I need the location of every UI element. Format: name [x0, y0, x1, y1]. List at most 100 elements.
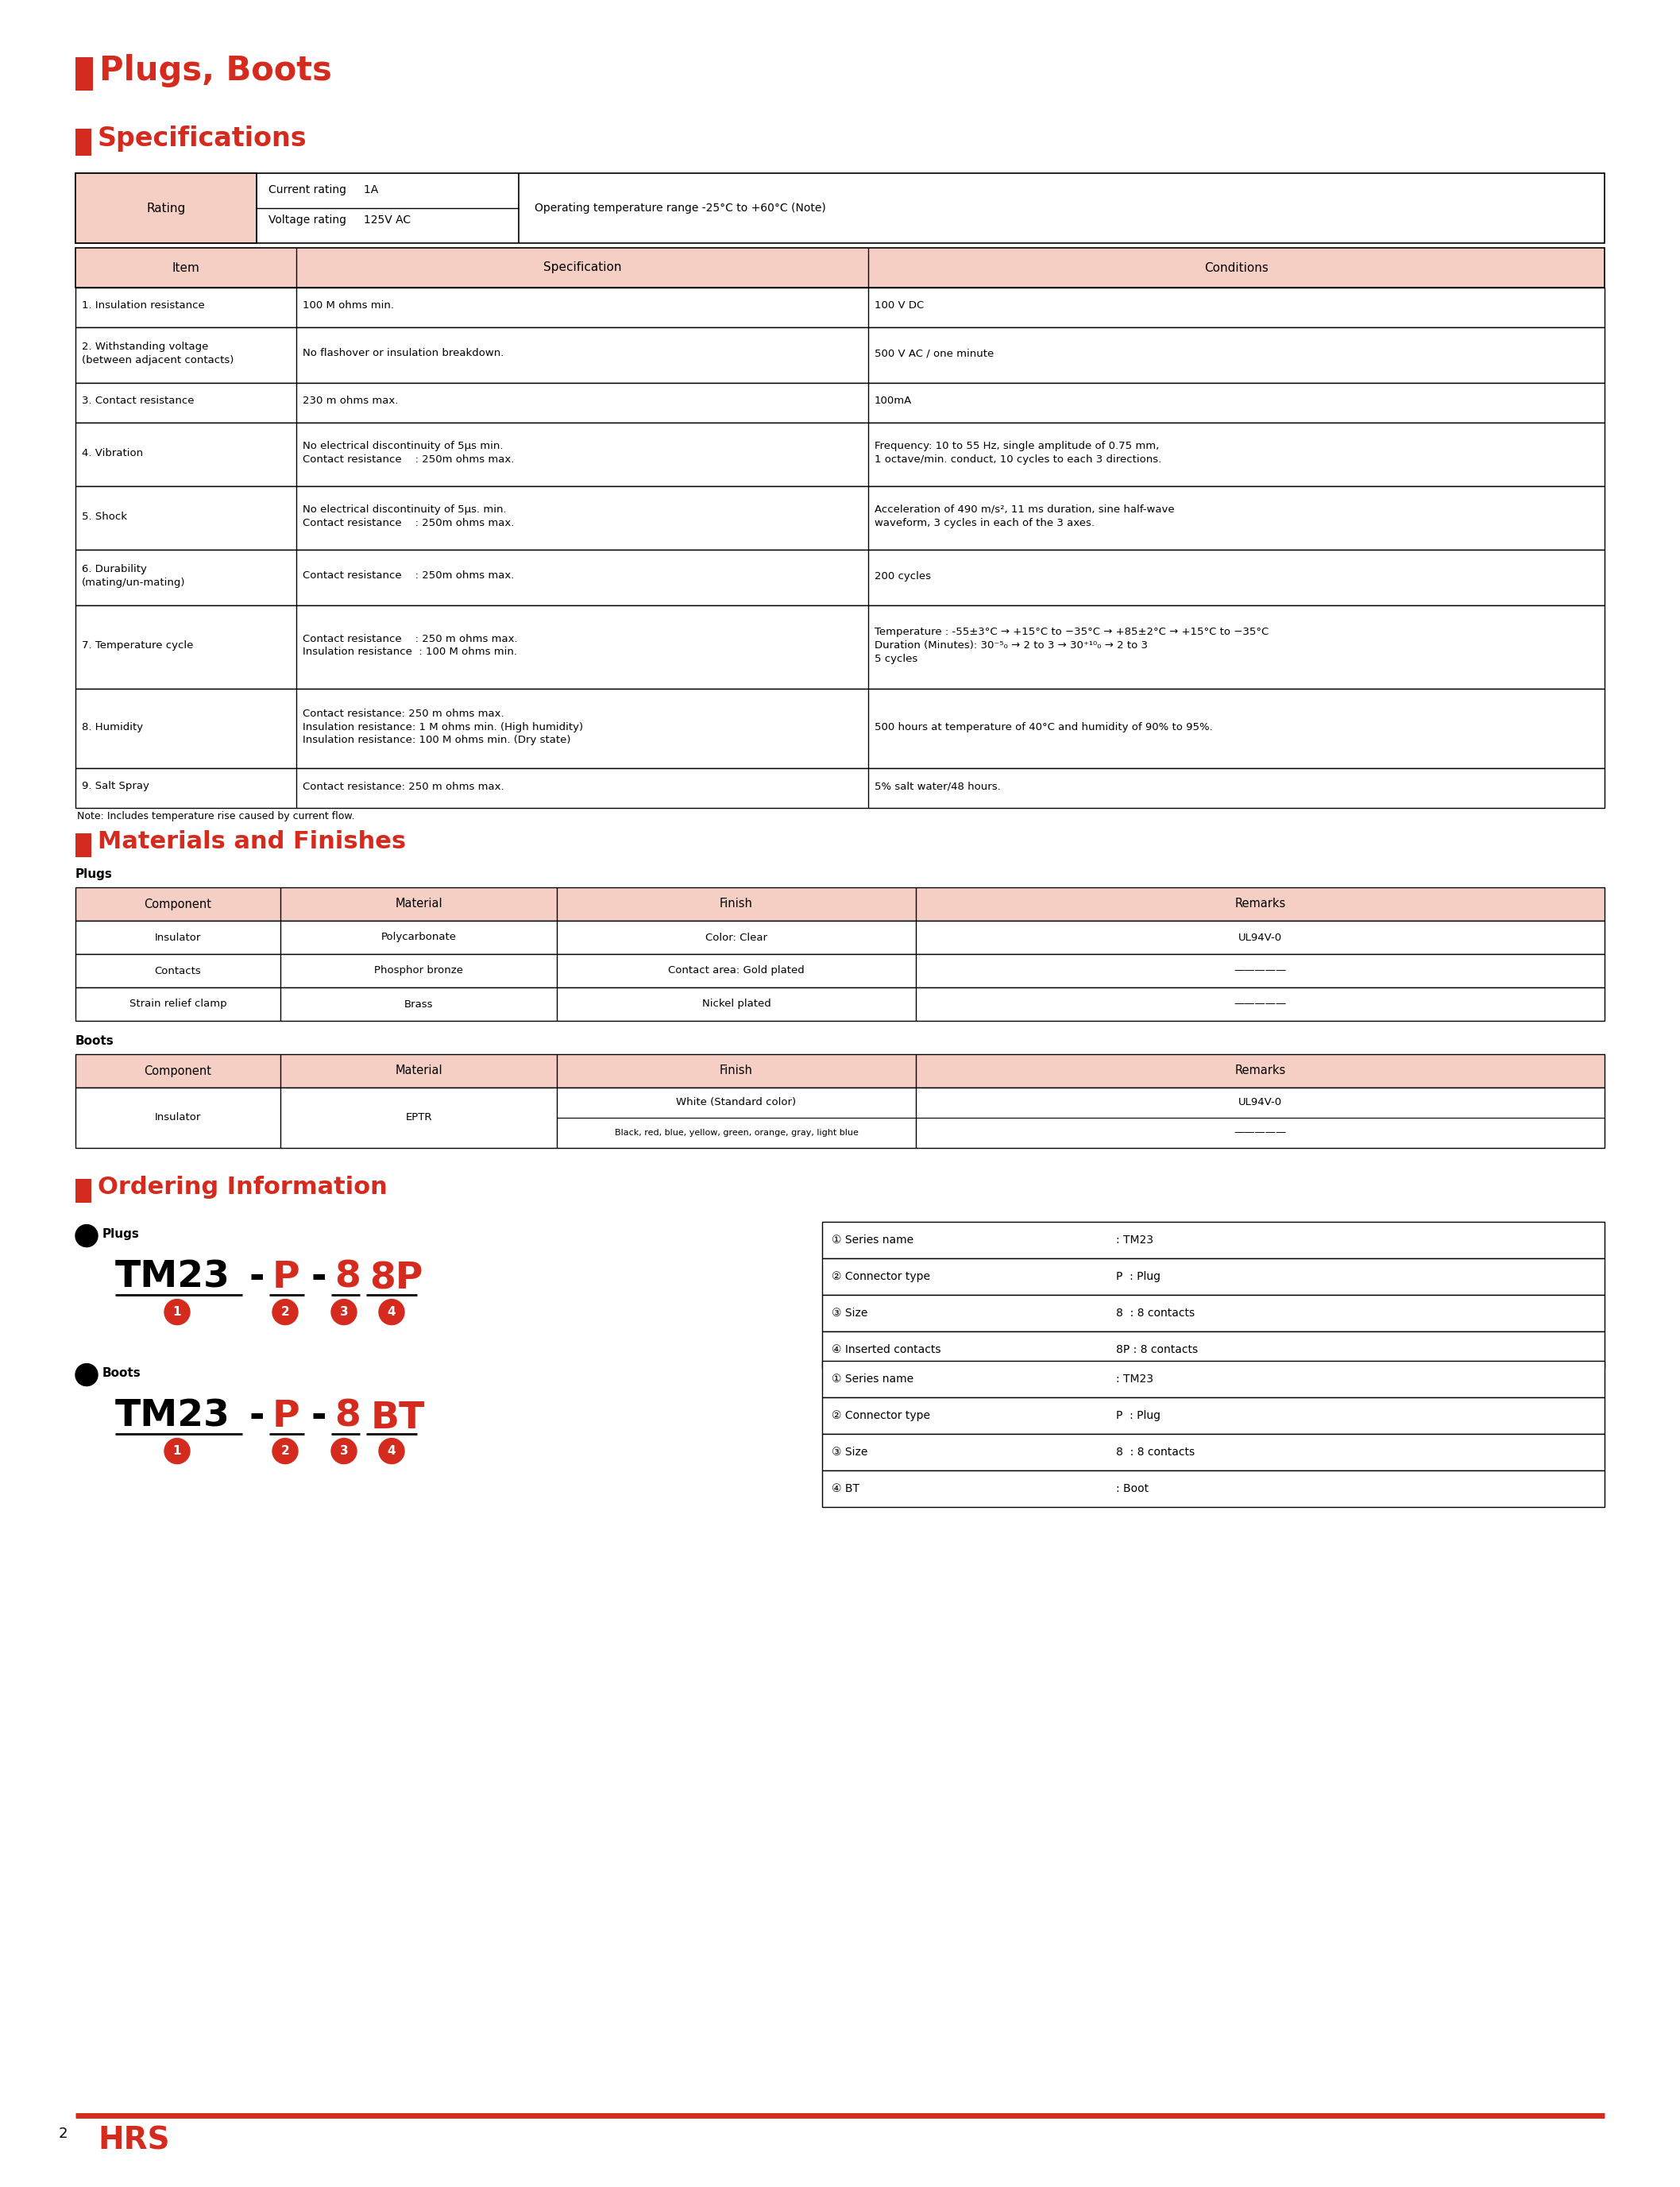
Text: Insulation resistance: 100 M ohms min. (Dry state): Insulation resistance: 100 M ohms min. (…: [302, 735, 571, 746]
Bar: [76, 833, 91, 857]
Text: Component: Component: [144, 899, 212, 910]
Text: Black, red, blue, yellow, green, orange, gray, light blue: Black, red, blue, yellow, green, orange,…: [615, 1128, 858, 1137]
Text: P: P: [272, 1400, 301, 1435]
Text: TM23: TM23: [116, 1400, 230, 1435]
Text: 2: 2: [59, 2126, 67, 2141]
Bar: [76, 921, 1604, 954]
Text: 2: 2: [281, 1446, 289, 1457]
Text: 3. Contact resistance: 3. Contact resistance: [82, 396, 195, 407]
Text: Material: Material: [395, 1065, 442, 1076]
Text: 8P : 8 contacts: 8P : 8 contacts: [1116, 1343, 1198, 1356]
Text: Conditions: Conditions: [1205, 262, 1268, 273]
Bar: [76, 1087, 1604, 1148]
Text: Acceleration of 490 m/s², 11 ms duration, sine half-wave: Acceleration of 490 m/s², 11 ms duration…: [875, 505, 1174, 514]
Text: Remarks: Remarks: [1235, 1065, 1285, 1076]
Text: No electrical discontinuity of 5μs min.: No electrical discontinuity of 5μs min.: [302, 442, 504, 451]
Text: —————: —————: [1233, 967, 1287, 975]
Text: Boots: Boots: [76, 1034, 114, 1048]
Text: Color: Clear: Color: Clear: [706, 932, 768, 943]
Text: 7. Temperature cycle: 7. Temperature cycle: [82, 641, 193, 650]
Bar: [76, 383, 1604, 422]
Text: UL94V-0: UL94V-0: [1238, 932, 1282, 943]
Text: 5. Shock: 5. Shock: [82, 512, 128, 521]
Text: 1. Insulation resistance: 1. Insulation resistance: [82, 300, 205, 311]
Text: 5 cycles: 5 cycles: [875, 654, 917, 665]
Bar: [76, 1179, 91, 1203]
Text: : TM23: : TM23: [1116, 1373, 1154, 1384]
Bar: [76, 989, 1604, 1021]
Text: 3: 3: [339, 1306, 348, 1319]
Text: Contact resistance    : 250m ohms max.: Contact resistance : 250m ohms max.: [302, 571, 514, 582]
Text: ② Connector type: ② Connector type: [832, 1411, 931, 1422]
Text: Contact resistance    : 250m ohms max.: Contact resistance : 250m ohms max.: [302, 455, 514, 464]
Text: 500 V AC / one minute: 500 V AC / one minute: [875, 348, 995, 359]
Text: UL94V-0: UL94V-0: [1238, 1098, 1282, 1109]
Text: TM23: TM23: [116, 1260, 230, 1295]
Text: Contact resistance: 250 m ohms max.: Contact resistance: 250 m ohms max.: [302, 709, 504, 720]
Bar: [822, 1360, 1604, 1397]
Circle shape: [380, 1299, 405, 1325]
Bar: [76, 173, 257, 243]
Bar: [76, 247, 1604, 286]
Bar: [76, 286, 1604, 328]
Circle shape: [76, 1225, 97, 1247]
Bar: [76, 954, 1604, 989]
Bar: [76, 606, 1604, 689]
Text: 9. Salt Spray: 9. Salt Spray: [82, 781, 150, 792]
Text: Material: Material: [395, 899, 442, 910]
Text: Ordering Information: Ordering Information: [97, 1174, 388, 1198]
Text: 8: 8: [334, 1260, 361, 1295]
Bar: [76, 173, 1604, 243]
Text: Temperature : -55±3°C → +15°C to −35°C → +85±2°C → +15°C to −35°C: Temperature : -55±3°C → +15°C to −35°C →…: [875, 628, 1268, 636]
Bar: [76, 689, 1604, 768]
Circle shape: [331, 1439, 356, 1463]
Text: P  : Plug: P : Plug: [1116, 1411, 1161, 1422]
Text: Specifications: Specifications: [97, 125, 307, 151]
Text: 200 cycles: 200 cycles: [875, 571, 931, 582]
Text: Component: Component: [144, 1065, 212, 1076]
Text: 1: 1: [173, 1446, 181, 1457]
Circle shape: [76, 1365, 97, 1387]
Text: Polycarbonate: Polycarbonate: [381, 932, 457, 943]
Text: Contact resistance: 250 m ohms max.: Contact resistance: 250 m ohms max.: [302, 781, 504, 792]
Text: Insulator: Insulator: [155, 1113, 202, 1122]
Text: 1: 1: [173, 1306, 181, 1319]
Text: -: -: [249, 1260, 264, 1295]
Text: Plugs, Boots: Plugs, Boots: [99, 55, 333, 87]
Text: —————: —————: [1233, 1128, 1287, 1137]
Bar: [822, 1295, 1604, 1332]
Bar: [76, 768, 1604, 807]
Text: ② Connector type: ② Connector type: [832, 1271, 931, 1282]
Text: —————: —————: [1233, 999, 1287, 1008]
Text: Specification: Specification: [543, 262, 622, 273]
Bar: [822, 1223, 1604, 1258]
Text: (mating/un-mating): (mating/un-mating): [82, 577, 185, 588]
Text: 2. Withstanding voltage: 2. Withstanding voltage: [82, 341, 208, 352]
Text: : Boot: : Boot: [1116, 1483, 1149, 1494]
Text: 1 octave/min. conduct, 10 cycles to each 3 directions.: 1 octave/min. conduct, 10 cycles to each…: [875, 455, 1161, 464]
Text: Insulation resistance: 1 M ohms min. (High humidity): Insulation resistance: 1 M ohms min. (Hi…: [302, 722, 583, 733]
Text: Finish: Finish: [719, 899, 753, 910]
Text: White (Standard color): White (Standard color): [677, 1098, 796, 1109]
Text: HRS: HRS: [97, 2126, 170, 2154]
Text: ③ Size: ③ Size: [832, 1308, 867, 1319]
Bar: [76, 328, 1604, 383]
Text: Boots: Boots: [102, 1367, 141, 1378]
Text: Item: Item: [171, 262, 200, 273]
Text: ④ Inserted contacts: ④ Inserted contacts: [832, 1343, 941, 1356]
Text: 8  : 8 contacts: 8 : 8 contacts: [1116, 1446, 1194, 1457]
Circle shape: [165, 1439, 190, 1463]
Text: Remarks: Remarks: [1235, 899, 1285, 910]
Circle shape: [272, 1439, 297, 1463]
Circle shape: [272, 1299, 297, 1325]
Text: -: -: [311, 1260, 326, 1295]
Text: Strain relief clamp: Strain relief clamp: [129, 999, 227, 1008]
Bar: [76, 486, 1604, 549]
Text: Contact resistance    : 250m ohms max.: Contact resistance : 250m ohms max.: [302, 518, 514, 529]
Text: Operating temperature range -25°C to +60°C (Note): Operating temperature range -25°C to +60…: [534, 203, 827, 214]
Text: 8. Humidity: 8. Humidity: [82, 722, 143, 733]
Text: ① Series name: ① Series name: [832, 1233, 914, 1244]
Circle shape: [331, 1299, 356, 1325]
Text: Finish: Finish: [719, 1065, 753, 1076]
Text: Frequency: 10 to 55 Hz, single amplitude of 0.75 mm,: Frequency: 10 to 55 Hz, single amplitude…: [875, 442, 1159, 451]
